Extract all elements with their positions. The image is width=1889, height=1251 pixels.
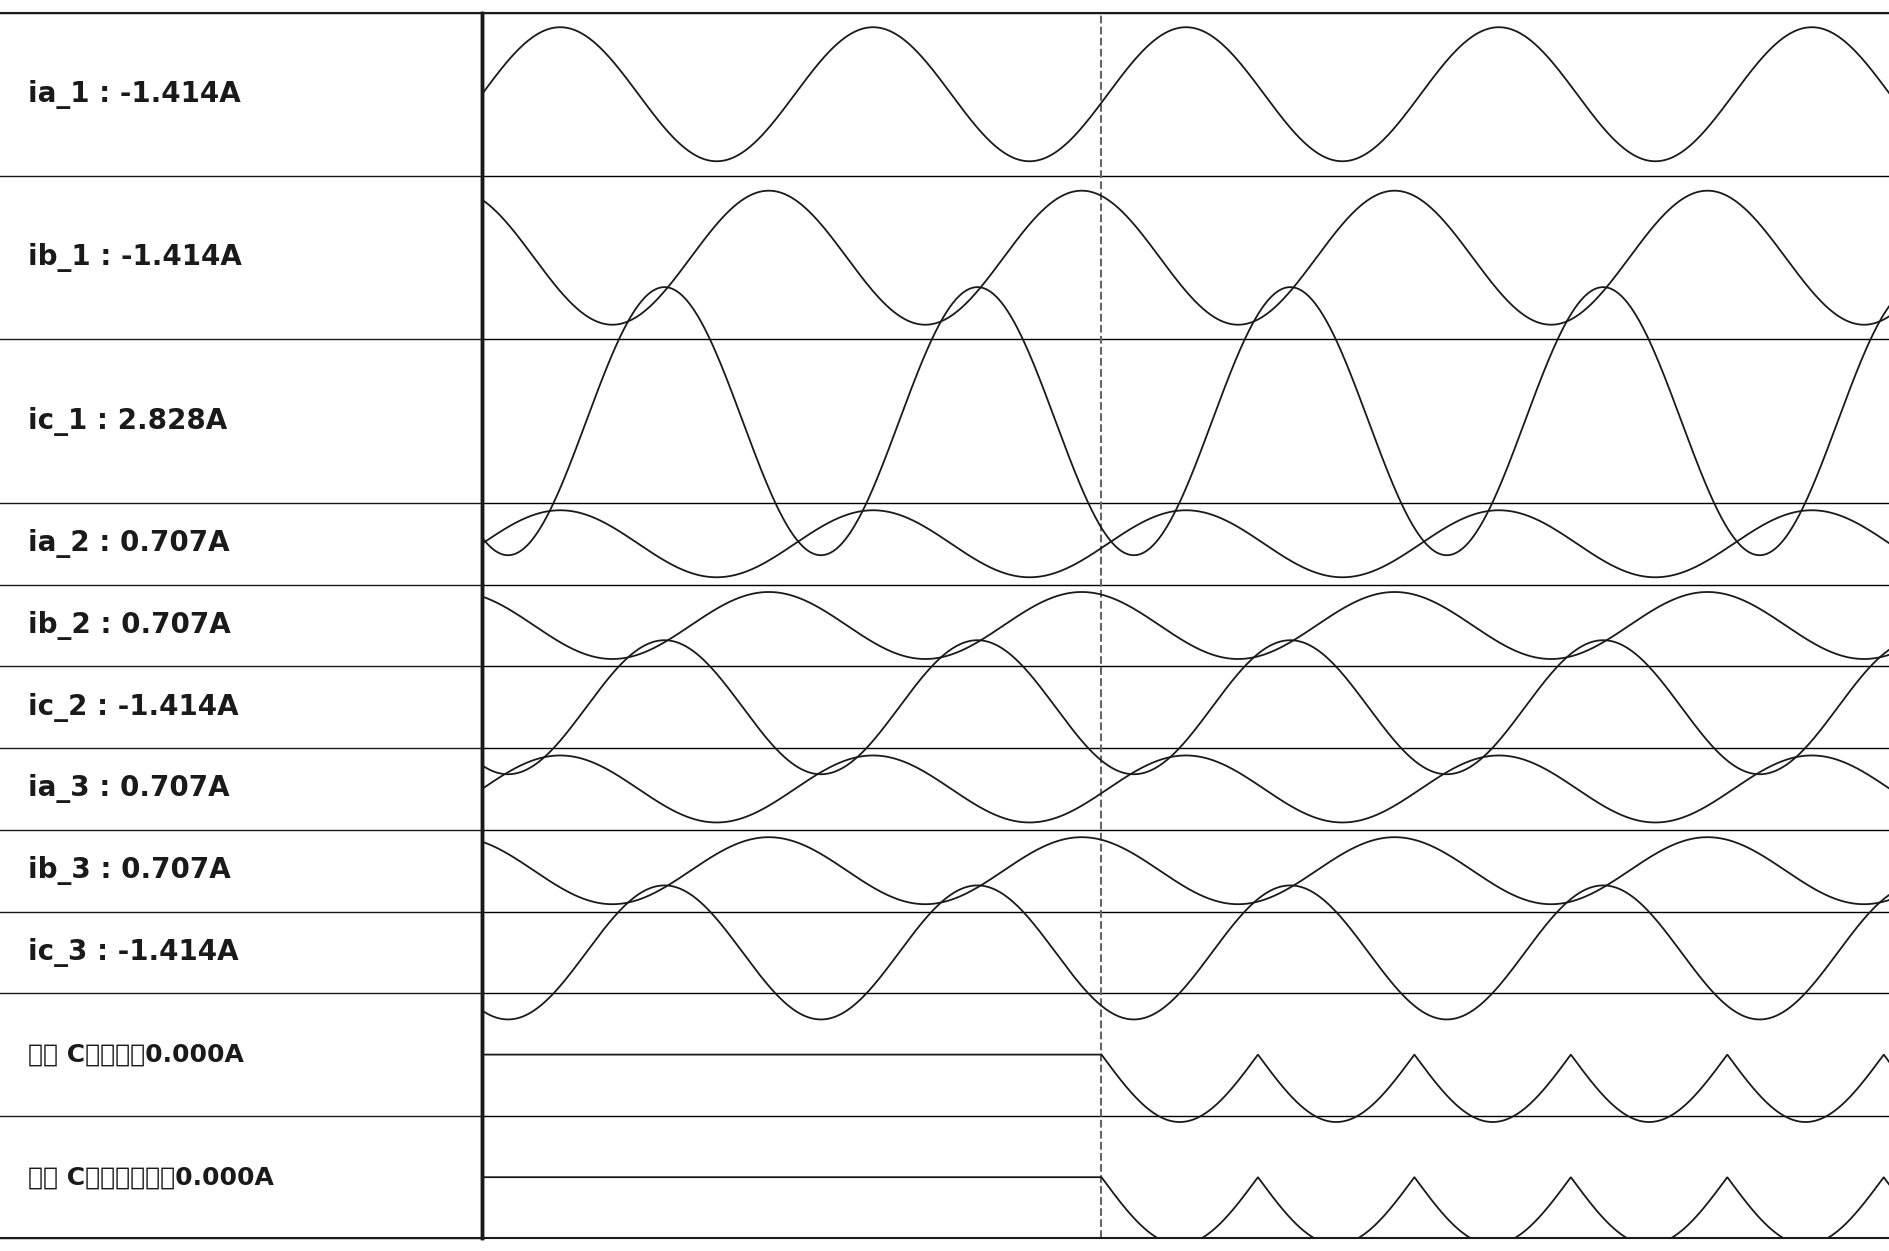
Text: ib_3 : 0.707A: ib_3 : 0.707A: [28, 856, 230, 886]
Text: ib_1 : -1.414A: ib_1 : -1.414A: [28, 243, 242, 273]
Text: ic_3 : -1.414A: ic_3 : -1.414A: [28, 938, 238, 967]
Text: ib_2 : 0.707A: ib_2 : 0.707A: [28, 610, 230, 641]
Text: ic_1 : 2.828A: ic_1 : 2.828A: [28, 407, 227, 435]
Text: ia_1 : -1.414A: ia_1 : -1.414A: [28, 80, 242, 109]
Text: ia_2 : 0.707A: ia_2 : 0.707A: [28, 529, 230, 558]
Text: ia_3 : 0.707A: ia_3 : 0.707A: [28, 774, 230, 803]
Text: ic_2 : -1.414A: ic_2 : -1.414A: [28, 693, 238, 722]
Text: 母线 C相差流：0.000A: 母线 C相差流：0.000A: [28, 1042, 244, 1067]
Text: 母线 C相制动电流：0.000A: 母线 C相制动电流：0.000A: [28, 1165, 274, 1190]
